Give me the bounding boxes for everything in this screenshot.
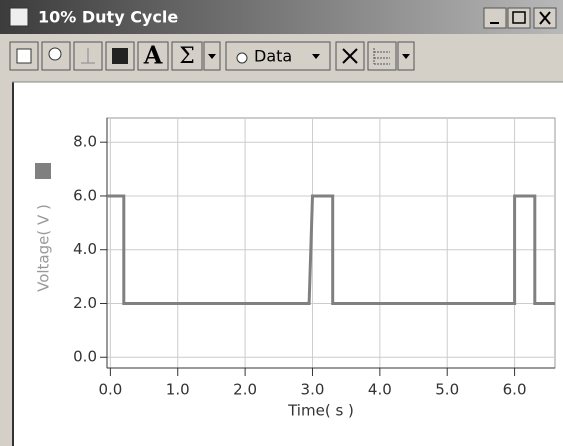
- x-tick-label: 2.0: [233, 381, 257, 399]
- autoscale-icon: [16, 48, 32, 64]
- stats-icon: [112, 48, 128, 64]
- plot: 0.0 1.0 2.0 3.0 4.0 5.0 6.0 0.0 2.0 4.0 6.0 8.0 Time…: [35, 117, 556, 420]
- x-tick-label: 4.0: [368, 381, 392, 399]
- data-label: Data: [254, 47, 292, 66]
- data-icon: [236, 52, 248, 64]
- options-icon: [373, 48, 390, 65]
- maximize-button[interactable]: [507, 7, 531, 29]
- x-tick-label: 3.0: [301, 381, 325, 399]
- examine-icon: [81, 48, 95, 64]
- data-line: [107, 194, 555, 305]
- curve-fit-label: Σ: [179, 44, 195, 69]
- y-tick-label: 0.0: [73, 348, 97, 366]
- annotate-label: A: [143, 41, 163, 70]
- title-bar: [0, 0, 563, 34]
- y-axis-label: Voltage( V ): [35, 204, 53, 292]
- y-tick-label: 8.0: [73, 133, 97, 151]
- x-tick-label: 1.0: [166, 381, 190, 399]
- minimize-button[interactable]: [483, 7, 507, 29]
- zoom-icon: [48, 47, 62, 61]
- legend-swatch: [35, 163, 51, 179]
- curve-fit-button[interactable]: [171, 41, 203, 71]
- maximize-glyph: [512, 11, 526, 24]
- x-tick-label: 5.0: [435, 381, 459, 399]
- annotate-button[interactable]: [137, 41, 169, 71]
- plot-frame: [106, 117, 556, 369]
- y-tick-label: 6.0: [73, 186, 97, 204]
- window-controls: [483, 7, 557, 29]
- dropdown-arrow: [208, 54, 216, 59]
- y-tick-label: 2.0: [73, 294, 97, 312]
- y-tick-label: 4.0: [73, 240, 97, 258]
- window-icon: [9, 7, 29, 27]
- x-tick-label: 6.0: [503, 381, 527, 399]
- close-glyph: [539, 11, 551, 25]
- dropdown-arrow: [312, 54, 320, 59]
- toolbar: A Σ Data: [9, 41, 415, 71]
- x-axis-label: Time( s ): [287, 402, 354, 420]
- x-tick-label: 0.0: [98, 381, 122, 399]
- window-title: 10% Duty Cycle: [38, 8, 178, 27]
- dropdown-arrow: [402, 54, 410, 59]
- delete-icon: [342, 48, 358, 64]
- options-button[interactable]: [367, 41, 397, 71]
